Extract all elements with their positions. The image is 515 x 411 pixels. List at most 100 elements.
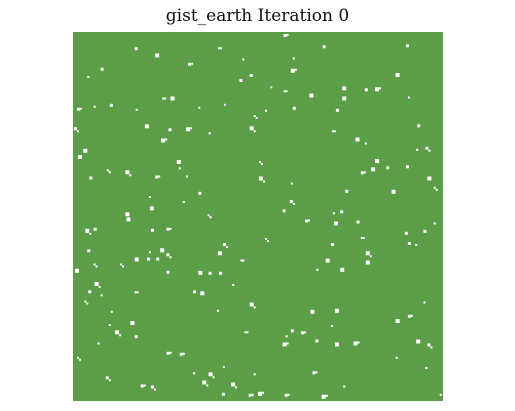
dead-cell xyxy=(433,222,436,225)
dead-cell xyxy=(242,259,245,262)
dead-cell xyxy=(253,306,256,309)
dead-cell xyxy=(221,392,225,396)
dead-cell xyxy=(231,382,236,387)
dead-cell xyxy=(156,257,160,261)
dead-cell xyxy=(439,393,442,396)
dead-cell xyxy=(321,394,326,399)
dead-cell xyxy=(193,290,197,294)
dead-cell xyxy=(265,238,267,240)
dead-cell xyxy=(77,130,79,133)
dead-cell xyxy=(395,73,400,77)
dead-cell xyxy=(427,343,431,347)
dead-cell xyxy=(80,107,82,110)
dead-cell xyxy=(74,127,77,131)
dead-cell xyxy=(253,373,256,376)
dead-cell xyxy=(77,356,79,359)
dead-cell xyxy=(371,167,376,172)
dead-cell xyxy=(216,309,219,312)
dead-cell xyxy=(235,386,238,389)
dead-cell xyxy=(217,47,220,50)
dead-cell xyxy=(108,324,111,326)
dead-cell xyxy=(249,74,253,77)
dead-cell xyxy=(407,96,410,99)
dead-cell xyxy=(146,257,150,261)
dead-cell xyxy=(222,366,225,368)
dead-cell xyxy=(218,271,222,275)
dead-cell xyxy=(89,232,92,235)
dead-cell xyxy=(251,393,254,396)
dead-cell xyxy=(130,321,135,325)
dead-cell xyxy=(360,171,364,175)
dead-cell xyxy=(198,191,202,195)
dead-cell xyxy=(98,286,101,288)
dead-cell xyxy=(286,34,289,36)
dead-cell xyxy=(375,87,380,92)
dead-cell xyxy=(93,227,97,231)
dead-cell xyxy=(206,384,209,387)
grid-canvas xyxy=(73,32,443,401)
dead-cell xyxy=(379,87,382,90)
dead-cell xyxy=(289,200,293,203)
dead-cell xyxy=(360,237,363,239)
dead-cell xyxy=(386,166,390,170)
dead-cell xyxy=(85,228,90,233)
dead-cell xyxy=(169,227,172,230)
dead-cell xyxy=(286,342,289,345)
dead-cell xyxy=(253,130,256,133)
dead-cell xyxy=(89,176,93,180)
dead-cell xyxy=(334,342,339,347)
dead-cell xyxy=(325,394,328,397)
dead-cell xyxy=(325,258,330,263)
dead-cell xyxy=(309,93,314,98)
dead-cell xyxy=(169,256,172,259)
dead-cell xyxy=(93,263,96,266)
dead-cell xyxy=(395,356,398,359)
dead-cell xyxy=(342,96,347,101)
dead-cell xyxy=(270,86,273,89)
dead-cell xyxy=(134,335,138,339)
dead-cell xyxy=(161,138,166,143)
dead-cell xyxy=(182,352,185,355)
grid-plot xyxy=(73,32,443,401)
dead-cell xyxy=(108,379,111,382)
dead-cell xyxy=(290,182,293,185)
dead-cell xyxy=(248,393,252,397)
dead-cell xyxy=(301,331,305,335)
dead-cell xyxy=(160,248,165,253)
dead-cell xyxy=(259,176,263,181)
dead-cell xyxy=(186,175,189,178)
dead-cell xyxy=(315,371,318,374)
dead-cell xyxy=(162,97,165,100)
dead-cell xyxy=(416,339,421,344)
dead-cell xyxy=(97,342,100,345)
dead-cell xyxy=(100,294,103,297)
dead-cell xyxy=(364,142,367,145)
dead-cell xyxy=(208,372,213,377)
dead-cell xyxy=(287,393,290,396)
dead-cell xyxy=(405,44,409,48)
dead-cell xyxy=(355,137,360,142)
dead-cell xyxy=(179,352,183,356)
dead-cell xyxy=(333,221,338,226)
dead-cell xyxy=(182,201,185,203)
dead-cell xyxy=(433,186,436,189)
dead-cell xyxy=(322,45,326,49)
dead-cell xyxy=(249,302,254,307)
dead-cell xyxy=(166,270,170,274)
dead-cell xyxy=(186,127,191,132)
dead-cell xyxy=(87,249,91,253)
dead-cell xyxy=(417,124,421,128)
dead-cell xyxy=(217,251,222,256)
dead-cell xyxy=(93,105,96,108)
dead-cell xyxy=(95,265,98,268)
dead-cell xyxy=(150,385,154,389)
dead-cell xyxy=(198,270,203,275)
dead-cell xyxy=(115,330,120,335)
dead-cell xyxy=(267,240,269,242)
dead-cell xyxy=(190,127,193,130)
dead-cell xyxy=(208,132,211,135)
dead-cell xyxy=(232,284,235,286)
dead-cell xyxy=(263,180,265,183)
dead-cell xyxy=(193,372,196,375)
dead-cell xyxy=(262,391,264,394)
